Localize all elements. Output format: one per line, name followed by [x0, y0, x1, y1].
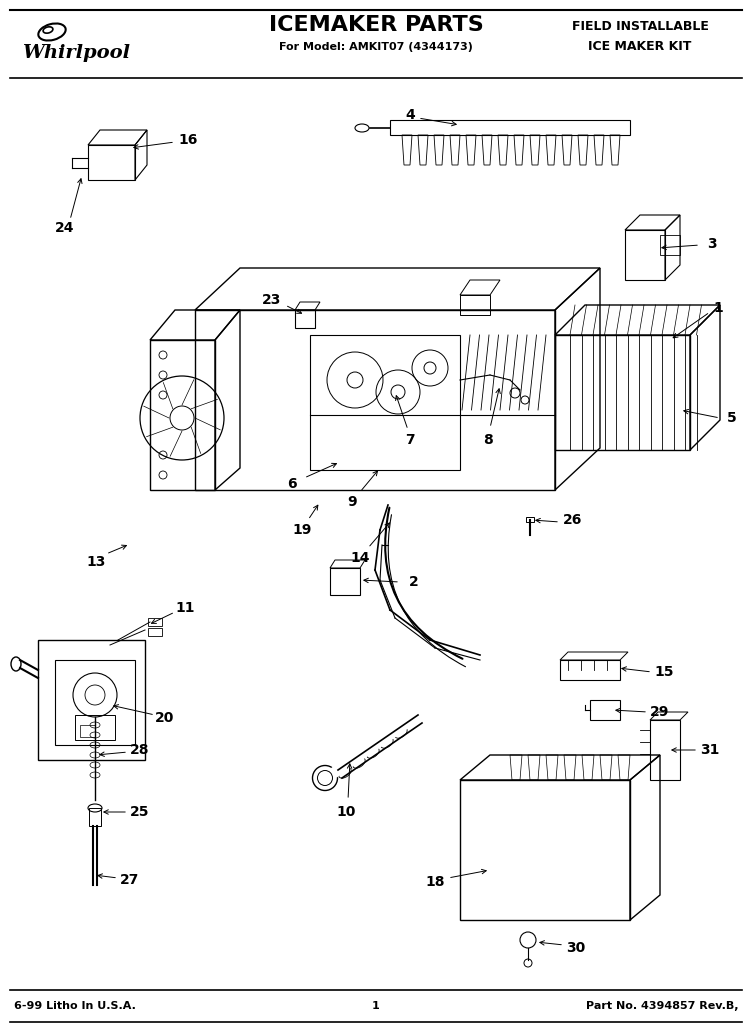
Text: 27: 27	[120, 873, 140, 886]
Text: 16: 16	[178, 133, 198, 147]
Bar	[148, 628, 162, 636]
Text: 7: 7	[405, 433, 415, 447]
Bar	[75, 715, 115, 740]
Text: 9: 9	[347, 495, 356, 509]
Text: 26: 26	[563, 513, 583, 527]
Text: 1: 1	[372, 1001, 380, 1011]
Text: 1: 1	[713, 301, 723, 315]
Text: FIELD INSTALLABLE: FIELD INSTALLABLE	[572, 20, 708, 33]
Bar	[89, 808, 101, 826]
Text: 15: 15	[654, 665, 674, 679]
Text: 14: 14	[350, 551, 370, 565]
Text: Part No. 4394857 Rev.B,: Part No. 4394857 Rev.B,	[586, 1001, 738, 1011]
Text: 2: 2	[409, 575, 419, 589]
Text: 6: 6	[287, 477, 297, 491]
Text: For Model: AMKIT07 (4344173): For Model: AMKIT07 (4344173)	[279, 42, 473, 52]
Text: 20: 20	[156, 711, 174, 725]
Text: 4: 4	[405, 108, 415, 122]
Bar	[148, 618, 162, 626]
Text: 13: 13	[86, 555, 106, 569]
Text: ICEMAKER PARTS: ICEMAKER PARTS	[268, 15, 484, 35]
Text: 6-99 Litho In U.S.A.: 6-99 Litho In U.S.A.	[14, 1001, 136, 1011]
Text: 25: 25	[130, 805, 150, 819]
Bar	[80, 725, 95, 737]
Text: 29: 29	[650, 705, 670, 719]
Text: 3: 3	[707, 237, 717, 251]
Text: 10: 10	[336, 805, 356, 819]
Text: 23: 23	[262, 293, 282, 307]
Text: Whirlpool: Whirlpool	[22, 44, 130, 62]
Text: 28: 28	[130, 743, 150, 757]
Text: 19: 19	[293, 523, 311, 537]
Text: 30: 30	[566, 941, 586, 955]
Text: 18: 18	[425, 875, 444, 889]
Text: 8: 8	[483, 433, 493, 447]
Text: ICE MAKER KIT: ICE MAKER KIT	[588, 40, 692, 53]
Text: 5: 5	[727, 411, 737, 425]
Bar	[526, 517, 534, 522]
Text: 11: 11	[175, 601, 195, 615]
Text: 24: 24	[55, 221, 74, 235]
Text: 31: 31	[700, 743, 720, 757]
